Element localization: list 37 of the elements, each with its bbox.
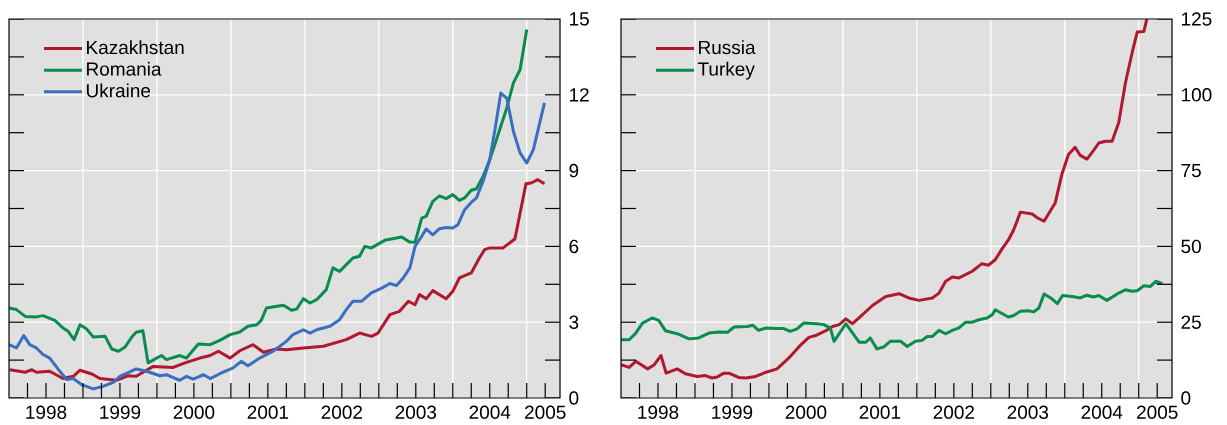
line-series: [621, 18, 1149, 380]
legend-label: Kazakhstan: [87, 40, 184, 55]
y-tick-label: 0: [569, 391, 579, 405]
y-tick-label: 125: [1181, 12, 1212, 26]
x-tick-label: 2004: [469, 405, 511, 419]
x-tick-label: 1998: [638, 405, 679, 419]
x-tick-label: 1999: [100, 405, 141, 419]
line-series: [621, 279, 1164, 351]
x-tick-label: 1998: [26, 405, 67, 419]
x-tick-label: 2002: [933, 405, 974, 419]
line-series: [9, 178, 546, 382]
x-tick-label: 2005: [1137, 405, 1178, 419]
y-tick-label: 15: [569, 12, 589, 26]
x-tick-label: 2001: [247, 405, 289, 419]
legend-label: Romania: [87, 61, 162, 76]
legend-label: Russia: [699, 40, 756, 55]
x-tick-label: 2003: [395, 405, 437, 419]
x-tick-label: 2000: [785, 405, 827, 419]
y-tick-label: 9: [569, 163, 579, 178]
y-tick-label: 100: [1181, 87, 1212, 102]
x-tick-label: 2003: [1007, 405, 1049, 419]
x-tick-label: 2004: [1081, 405, 1123, 419]
legend-label: Turkey: [697, 61, 755, 80]
legend-label: Ukraine: [86, 83, 151, 98]
y-tick-label: 3: [569, 315, 579, 329]
y-tick-label: 50: [1181, 239, 1201, 253]
y-tick-label: 12: [569, 88, 589, 102]
y-tick-label: 0: [1181, 391, 1191, 405]
x-tick-label: 2002: [321, 405, 362, 419]
x-tick-label: 2000: [173, 405, 215, 419]
y-tick-label: 75: [1181, 163, 1201, 178]
y-tick-label: 6: [569, 239, 579, 253]
x-tick-label: 1999: [712, 405, 753, 419]
x-tick-label: 2001: [859, 405, 901, 419]
y-tick-label: 25: [1181, 315, 1201, 329]
line-series: [9, 27, 529, 365]
x-tick-label: 2005: [525, 405, 566, 419]
